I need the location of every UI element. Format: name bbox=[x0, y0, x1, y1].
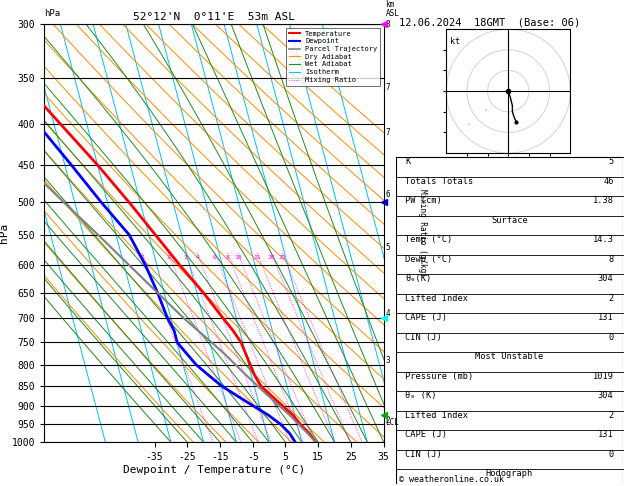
Text: 0: 0 bbox=[608, 450, 614, 459]
Text: Most Unstable: Most Unstable bbox=[476, 352, 543, 362]
Text: 5: 5 bbox=[386, 243, 390, 252]
Text: hPa: hPa bbox=[44, 9, 60, 18]
Text: θₑ (K): θₑ (K) bbox=[405, 391, 437, 400]
Text: Pressure (mb): Pressure (mb) bbox=[405, 372, 474, 381]
Text: 3: 3 bbox=[386, 356, 390, 365]
Text: CAPE (J): CAPE (J) bbox=[405, 431, 447, 439]
Text: 304: 304 bbox=[598, 274, 614, 283]
Text: Lifted Index: Lifted Index bbox=[405, 294, 469, 303]
Text: 12.06.2024  18GMT  (Base: 06): 12.06.2024 18GMT (Base: 06) bbox=[399, 17, 581, 27]
Text: 304: 304 bbox=[598, 391, 614, 400]
Text: 7: 7 bbox=[386, 83, 390, 92]
Text: 4: 4 bbox=[195, 255, 199, 260]
Text: 2: 2 bbox=[167, 255, 170, 260]
Text: 25: 25 bbox=[279, 255, 286, 260]
Text: 7: 7 bbox=[386, 128, 390, 137]
Text: 6: 6 bbox=[213, 255, 216, 260]
Text: Dewp (°C): Dewp (°C) bbox=[405, 255, 453, 264]
Text: 8: 8 bbox=[226, 255, 230, 260]
Text: 46: 46 bbox=[603, 177, 614, 186]
Text: 4: 4 bbox=[386, 309, 390, 318]
Y-axis label: hPa: hPa bbox=[0, 223, 9, 243]
Text: PW (cm): PW (cm) bbox=[405, 196, 442, 205]
Text: 2: 2 bbox=[608, 294, 614, 303]
Text: Mixing Ratio (g/kg): Mixing Ratio (g/kg) bbox=[418, 190, 426, 277]
Text: km
ASL: km ASL bbox=[386, 0, 399, 18]
Text: 2: 2 bbox=[386, 417, 390, 425]
Text: CIN (J): CIN (J) bbox=[405, 333, 442, 342]
Text: 20: 20 bbox=[267, 255, 275, 260]
Text: Temp (°C): Temp (°C) bbox=[405, 235, 453, 244]
Text: CIN (J): CIN (J) bbox=[405, 450, 442, 459]
Text: Hodograph: Hodograph bbox=[486, 469, 533, 478]
Text: 1: 1 bbox=[140, 255, 144, 260]
Text: 5: 5 bbox=[608, 157, 614, 166]
Text: LCL: LCL bbox=[386, 418, 399, 427]
Text: 1019: 1019 bbox=[593, 372, 614, 381]
Text: 131: 131 bbox=[598, 313, 614, 322]
Text: Lifted Index: Lifted Index bbox=[405, 411, 469, 420]
Text: 8: 8 bbox=[386, 20, 390, 29]
Text: K: K bbox=[405, 157, 411, 166]
Text: 14.3: 14.3 bbox=[593, 235, 614, 244]
Text: 2: 2 bbox=[608, 411, 614, 420]
Text: Totals Totals: Totals Totals bbox=[405, 177, 474, 186]
Text: 3: 3 bbox=[183, 255, 187, 260]
Text: 10: 10 bbox=[234, 255, 242, 260]
Text: 1.38: 1.38 bbox=[593, 196, 614, 205]
Text: θₑ(K): θₑ(K) bbox=[405, 274, 431, 283]
Text: Surface: Surface bbox=[491, 216, 528, 225]
Text: 131: 131 bbox=[598, 431, 614, 439]
Text: kt: kt bbox=[450, 37, 460, 47]
Legend: Temperature, Dewpoint, Parcel Trajectory, Dry Adiabat, Wet Adiabat, Isotherm, Mi: Temperature, Dewpoint, Parcel Trajectory… bbox=[286, 28, 380, 86]
Title: 52°12'N  0°11'E  53m ASL: 52°12'N 0°11'E 53m ASL bbox=[133, 12, 295, 22]
Text: 6: 6 bbox=[386, 190, 390, 199]
Text: ★: ★ bbox=[484, 107, 487, 113]
Text: CAPE (J): CAPE (J) bbox=[405, 313, 447, 322]
X-axis label: Dewpoint / Temperature (°C): Dewpoint / Temperature (°C) bbox=[123, 465, 305, 475]
Text: ★: ★ bbox=[467, 121, 471, 127]
Text: 15: 15 bbox=[253, 255, 261, 260]
Text: 0: 0 bbox=[608, 333, 614, 342]
Text: 8: 8 bbox=[608, 255, 614, 264]
Text: © weatheronline.co.uk: © weatheronline.co.uk bbox=[399, 474, 504, 484]
